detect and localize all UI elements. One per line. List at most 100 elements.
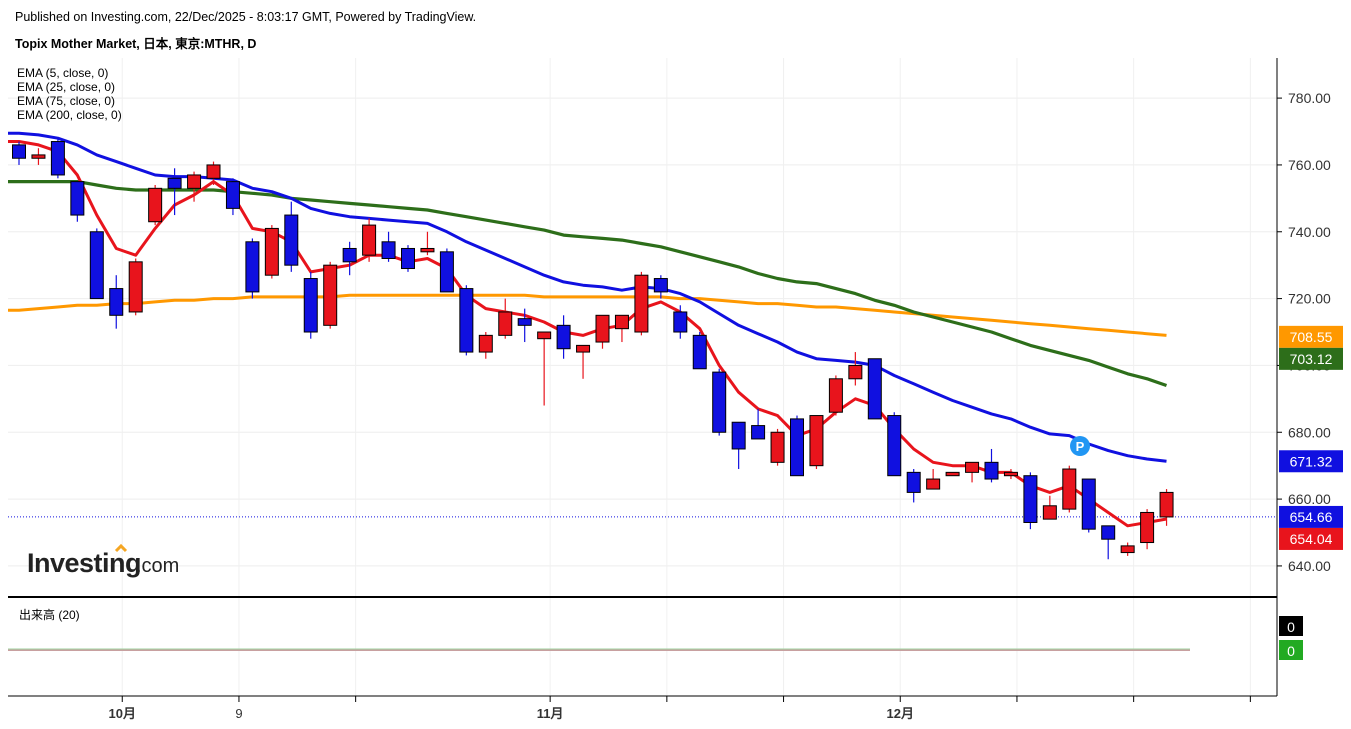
- candle: [50, 138, 65, 179]
- price-badge-label: 671.32: [1290, 453, 1333, 469]
- candle-body: [50, 141, 65, 176]
- volume-badge-bottom-value: 0: [1287, 643, 1295, 659]
- candle: [401, 245, 415, 272]
- candle-body: [673, 311, 688, 333]
- candle: [790, 415, 804, 477]
- candle: [731, 421, 746, 470]
- candle: [984, 448, 999, 483]
- candle-body: [31, 154, 46, 159]
- candle-body: [965, 461, 980, 473]
- candle-body: [342, 247, 357, 263]
- candle: [362, 218, 377, 262]
- candle-body: [1120, 545, 1135, 554]
- candle-body: [731, 421, 746, 450]
- ema200-line: [8, 293, 1167, 337]
- ema75-line: [8, 180, 1168, 388]
- candle-body: [945, 471, 960, 477]
- candle-body: [634, 274, 649, 333]
- candle-body: [712, 371, 727, 433]
- candle-body: [439, 251, 454, 293]
- y-tick-label: 640.00: [1288, 558, 1331, 574]
- legend-ema5: EMA (5, close, 0): [17, 66, 108, 80]
- candle: [225, 178, 240, 216]
- candle: [517, 308, 532, 343]
- y-tick-label: 660.00: [1288, 491, 1331, 507]
- candle: [206, 161, 221, 185]
- candle: [89, 228, 104, 300]
- publish-info: Published on Investing.com, 22/Dec/2025 …: [15, 10, 477, 24]
- legend-ema200: EMA (200, close, 0): [17, 108, 122, 122]
- candle: [478, 332, 493, 359]
- candle-body: [264, 227, 279, 276]
- candle-body: [984, 461, 999, 480]
- marker-label: P: [1076, 439, 1085, 454]
- candle-body: [848, 364, 863, 380]
- candle: [31, 148, 46, 165]
- candle: [1101, 525, 1116, 560]
- candle: [1120, 542, 1135, 556]
- candle-body: [12, 144, 26, 159]
- candle-body: [245, 241, 260, 293]
- candle: [887, 412, 902, 477]
- x-tick-label: 9: [235, 706, 242, 721]
- candle: [323, 261, 338, 329]
- candle: [1081, 478, 1096, 533]
- volume-badge-top-value: 0: [1287, 619, 1295, 635]
- candle: [595, 314, 610, 349]
- chart-title: Topix Mother Market, 日本, 東京:MTHR, D: [15, 37, 257, 51]
- candle-body: [692, 334, 707, 370]
- candle-body: [906, 471, 921, 493]
- price-badge-label: 654.66: [1290, 509, 1333, 525]
- investing-logo: Investing .com: [27, 543, 179, 578]
- candle-body: [1042, 505, 1057, 520]
- candle-body: [887, 415, 902, 477]
- candle-body: [187, 174, 202, 189]
- candle: [420, 231, 435, 256]
- candle: [770, 428, 785, 466]
- candle-body: [303, 278, 318, 333]
- candle: [537, 331, 552, 406]
- candle-body: [653, 278, 668, 293]
- candle-body: [206, 164, 221, 179]
- candle-body: [1003, 471, 1018, 477]
- candle: [342, 241, 357, 276]
- candle: [128, 258, 143, 316]
- candle: [439, 248, 454, 293]
- x-tick-label: 11月: [537, 706, 564, 721]
- price-badge: [1279, 325, 1343, 348]
- candle-body: [1081, 478, 1096, 530]
- grid: [8, 58, 1277, 696]
- candle: [692, 332, 707, 370]
- legend: EMA (5, close, 0) EMA (25, close, 0) EMA…: [17, 66, 122, 122]
- price-badge-label: 654.04: [1290, 531, 1333, 547]
- y-tick-label: 740.00: [1288, 224, 1331, 240]
- price-badge: [1279, 527, 1343, 550]
- candle: [1003, 469, 1018, 480]
- candle-body: [284, 214, 299, 266]
- candle: [498, 298, 513, 339]
- candle-body: [148, 187, 163, 223]
- y-tick-label: 680.00: [1288, 424, 1331, 440]
- candle-body: [401, 247, 415, 270]
- axes: [8, 58, 1278, 697]
- candle-body: [576, 344, 591, 353]
- candle: [1159, 489, 1174, 526]
- volume-badge-top: [1279, 616, 1303, 636]
- legend-ema75: EMA (75, close, 0): [17, 94, 115, 108]
- marker-p[interactable]: P: [1070, 436, 1090, 456]
- candle: [167, 168, 182, 216]
- candle-body: [1101, 525, 1116, 540]
- candle-body: [459, 288, 474, 353]
- candle-body: [362, 224, 377, 256]
- candle: [751, 408, 766, 440]
- volume-badge-bottom: [1279, 640, 1303, 660]
- candle: [303, 271, 318, 339]
- price-badges: 708.55 703.12 671.32 654.66 654.04: [1279, 325, 1343, 550]
- candle: [381, 231, 396, 262]
- candle: [245, 238, 260, 299]
- candle: [828, 375, 843, 416]
- candle: [187, 171, 202, 202]
- candle-body: [751, 425, 766, 440]
- candle: [965, 461, 980, 483]
